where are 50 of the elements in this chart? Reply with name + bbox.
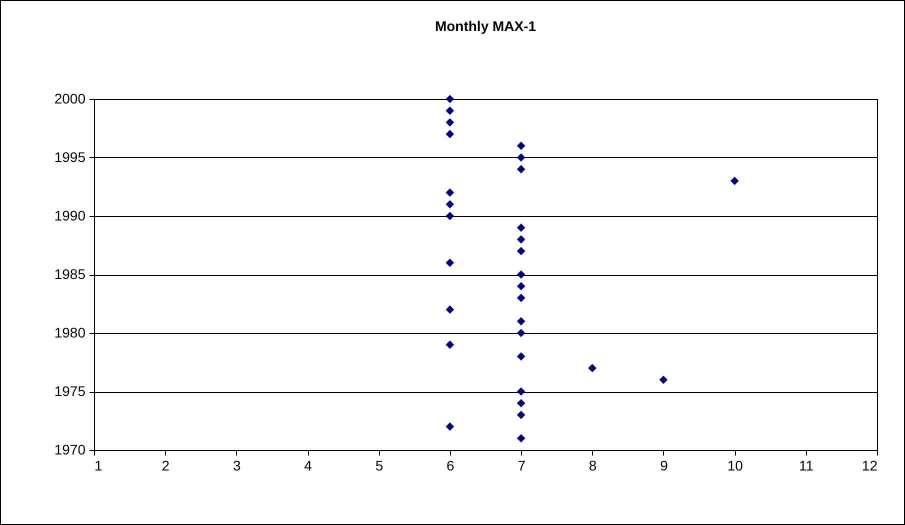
point xyxy=(516,235,526,244)
point xyxy=(516,399,526,408)
point xyxy=(659,376,668,384)
y-tick-label: 1985 xyxy=(54,266,86,282)
x-tick-label: 9 xyxy=(660,458,668,474)
point xyxy=(516,246,526,256)
point xyxy=(516,410,526,420)
point xyxy=(516,294,526,302)
x-tick-label: 6 xyxy=(446,458,455,474)
point xyxy=(446,340,454,349)
point xyxy=(446,422,454,431)
point xyxy=(446,130,454,138)
x-tick-label: 4 xyxy=(304,458,312,474)
point xyxy=(516,224,526,232)
point xyxy=(516,270,526,279)
point xyxy=(516,282,526,290)
point xyxy=(516,434,526,442)
point xyxy=(446,212,454,220)
x-tick-label: 10 xyxy=(727,458,744,474)
point xyxy=(516,317,526,326)
x-tick-label: 3 xyxy=(232,458,241,474)
point xyxy=(446,258,454,267)
y-tick-label: 2000 xyxy=(54,90,86,106)
point xyxy=(516,165,526,174)
y-tick-label: 1970 xyxy=(54,442,86,458)
x-tick-label: 8 xyxy=(588,458,597,474)
point xyxy=(446,94,454,104)
point xyxy=(446,188,454,197)
point xyxy=(588,364,596,372)
x-tick-label: 5 xyxy=(375,458,384,474)
point xyxy=(446,200,454,208)
chart-title: Monthly MAX-1 xyxy=(434,18,536,34)
point xyxy=(446,118,454,127)
x-tick-label: 2 xyxy=(162,458,170,474)
point xyxy=(516,352,526,361)
x-tick-label: 7 xyxy=(518,458,526,474)
point xyxy=(730,176,739,186)
x-tick-label: 1 xyxy=(94,458,102,474)
point xyxy=(446,305,454,314)
y-tick-label: 1980 xyxy=(54,324,86,340)
x-tick-label: 11 xyxy=(799,458,814,474)
point xyxy=(516,387,526,396)
point xyxy=(516,153,526,162)
point xyxy=(516,328,526,338)
y-tick-label: 1990 xyxy=(54,208,86,224)
y-tick-label: 1995 xyxy=(54,149,86,165)
point xyxy=(516,142,526,150)
x-tick-label: 12 xyxy=(862,458,878,474)
point xyxy=(446,106,454,115)
y-tick-label: 1975 xyxy=(54,383,86,399)
